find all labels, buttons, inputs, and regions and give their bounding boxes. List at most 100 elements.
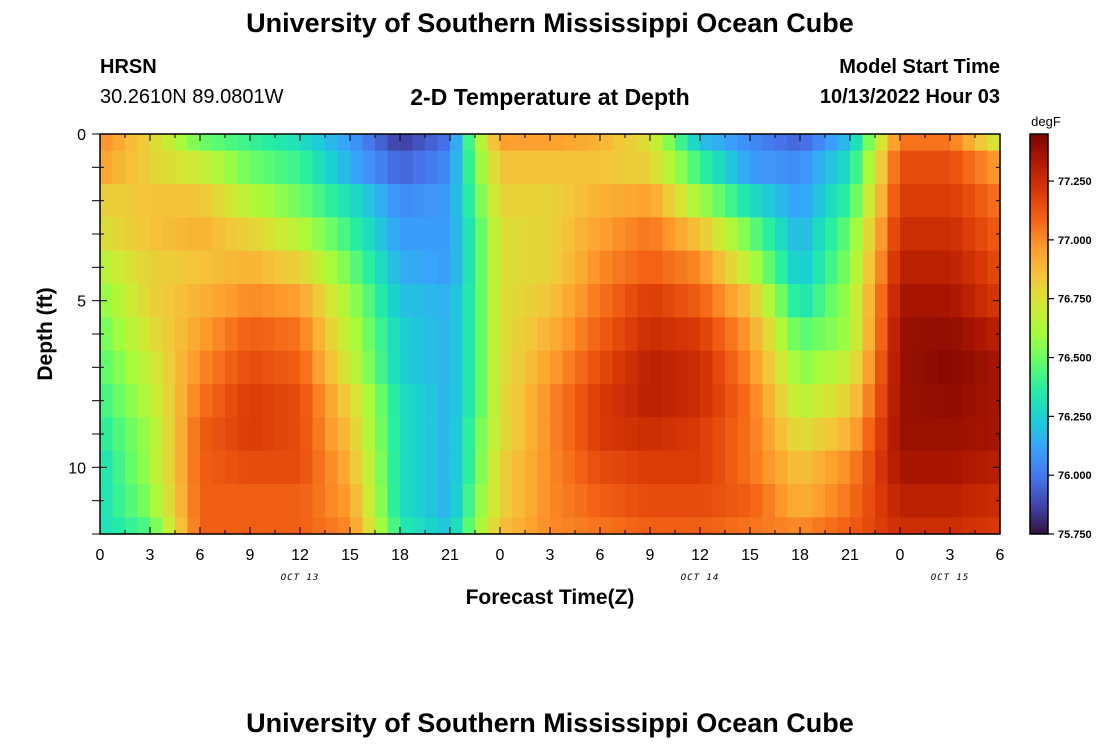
heatmap-cell [637, 317, 651, 352]
heatmap-cell [600, 284, 614, 318]
heatmap-cell [337, 384, 351, 418]
heatmap-cell [400, 250, 414, 285]
heatmap-cell [912, 384, 926, 418]
heatmap-cell [225, 250, 239, 285]
heatmap-cell [787, 384, 801, 418]
heatmap-cell [812, 317, 826, 352]
heatmap-cell [387, 350, 401, 385]
heatmap-cell [175, 317, 189, 352]
heatmap-cell [562, 350, 576, 385]
heatmap-cell [775, 150, 789, 185]
heatmap-cell [475, 134, 489, 152]
heatmap-cell [725, 350, 739, 385]
heatmap-cell [612, 384, 626, 418]
heatmap-cell [837, 450, 851, 485]
heatmap-cell [750, 517, 764, 535]
heatmap-cell [250, 134, 264, 152]
heatmap-cell [800, 184, 814, 218]
heatmap-cell [525, 350, 539, 385]
heatmap-cell [512, 350, 526, 385]
heatmap-cell [500, 284, 514, 318]
colorbar-unit-label: degF [1031, 114, 1061, 129]
heatmap-cell [350, 384, 364, 418]
heatmap-cell [500, 150, 514, 185]
heatmap-cell [662, 250, 676, 285]
heatmap-cell [962, 517, 976, 535]
heatmap-cell [650, 317, 664, 352]
heatmap-cell [137, 150, 151, 185]
heatmap-cell [225, 217, 239, 252]
model-start-value: 10/13/2022 Hour 03 [819, 86, 1000, 108]
heatmap-cell [425, 317, 439, 352]
heatmap-cell [312, 217, 326, 252]
heatmap-cell [287, 134, 301, 152]
y-tick-label: 10 [68, 460, 86, 477]
heatmap-cell [775, 184, 789, 218]
heatmap-cell [312, 317, 326, 352]
heatmap-cell [437, 134, 451, 152]
heatmap-cell [375, 517, 389, 535]
heatmap-cell [950, 150, 964, 185]
heatmap-cell [287, 450, 301, 485]
heatmap-cell [912, 450, 926, 485]
heatmap-cell [475, 284, 489, 318]
heatmap-cell [275, 450, 289, 485]
heatmap-cell [600, 417, 614, 452]
heatmap-cell [150, 284, 164, 318]
heatmap-cell [687, 317, 701, 352]
heatmap-cell [725, 384, 739, 418]
heatmap-cell [275, 350, 289, 385]
heatmap-cell [350, 417, 364, 452]
heatmap-cell [825, 450, 839, 485]
heatmap-cell [175, 284, 189, 318]
heatmap-cell [775, 450, 789, 485]
heatmap-cell [437, 184, 451, 218]
heatmap-cell [700, 184, 714, 218]
heatmap-cell [475, 350, 489, 385]
heatmap-cell [187, 184, 201, 218]
heatmap-cell [712, 134, 726, 152]
heatmap-cell [700, 150, 714, 185]
heatmap-cell [987, 350, 1001, 385]
heatmap-cell [700, 134, 714, 152]
heatmap-cell [662, 150, 676, 185]
heatmap-cell [925, 417, 939, 452]
heatmap-cell [812, 350, 826, 385]
heatmap-cell [337, 284, 351, 318]
heatmap-cell [712, 217, 726, 252]
heatmap-cell [300, 417, 314, 452]
heatmap-cell [850, 417, 864, 452]
heatmap-cell [787, 217, 801, 252]
heatmap-cell [987, 317, 1001, 352]
heatmap-cell [562, 284, 576, 318]
heatmap-cell [950, 450, 964, 485]
heatmap-cell [100, 250, 114, 285]
heatmap-cell [975, 217, 989, 252]
heatmap-cell [762, 217, 776, 252]
y-axis: 0 5 10 [68, 127, 1000, 535]
heatmap-cell [525, 134, 539, 152]
heatmap-cell [762, 184, 776, 218]
heatmap-cell [262, 217, 276, 252]
heatmap-cell [112, 150, 126, 185]
heatmap-cell [362, 184, 376, 218]
heatmap-cell [687, 484, 701, 518]
heatmap-cell [875, 150, 889, 185]
heatmap-cell [850, 150, 864, 185]
heatmap-cell [887, 250, 901, 285]
heatmap-cell [950, 384, 964, 418]
heatmap-cell [950, 350, 964, 385]
heatmap-cell [737, 284, 751, 318]
heatmap-cell [462, 217, 476, 252]
heatmap-cell [175, 484, 189, 518]
heatmap-cell [612, 250, 626, 285]
heatmap-cell [412, 150, 426, 185]
heatmap-cell [300, 217, 314, 252]
heatmap-cell [787, 150, 801, 185]
heatmap-cell [500, 134, 514, 152]
heatmap-cell [625, 134, 639, 152]
heatmap-cell [537, 217, 551, 252]
heatmap-cell [662, 350, 676, 385]
heatmap-cell [450, 417, 464, 452]
heatmap-cell [100, 350, 114, 385]
